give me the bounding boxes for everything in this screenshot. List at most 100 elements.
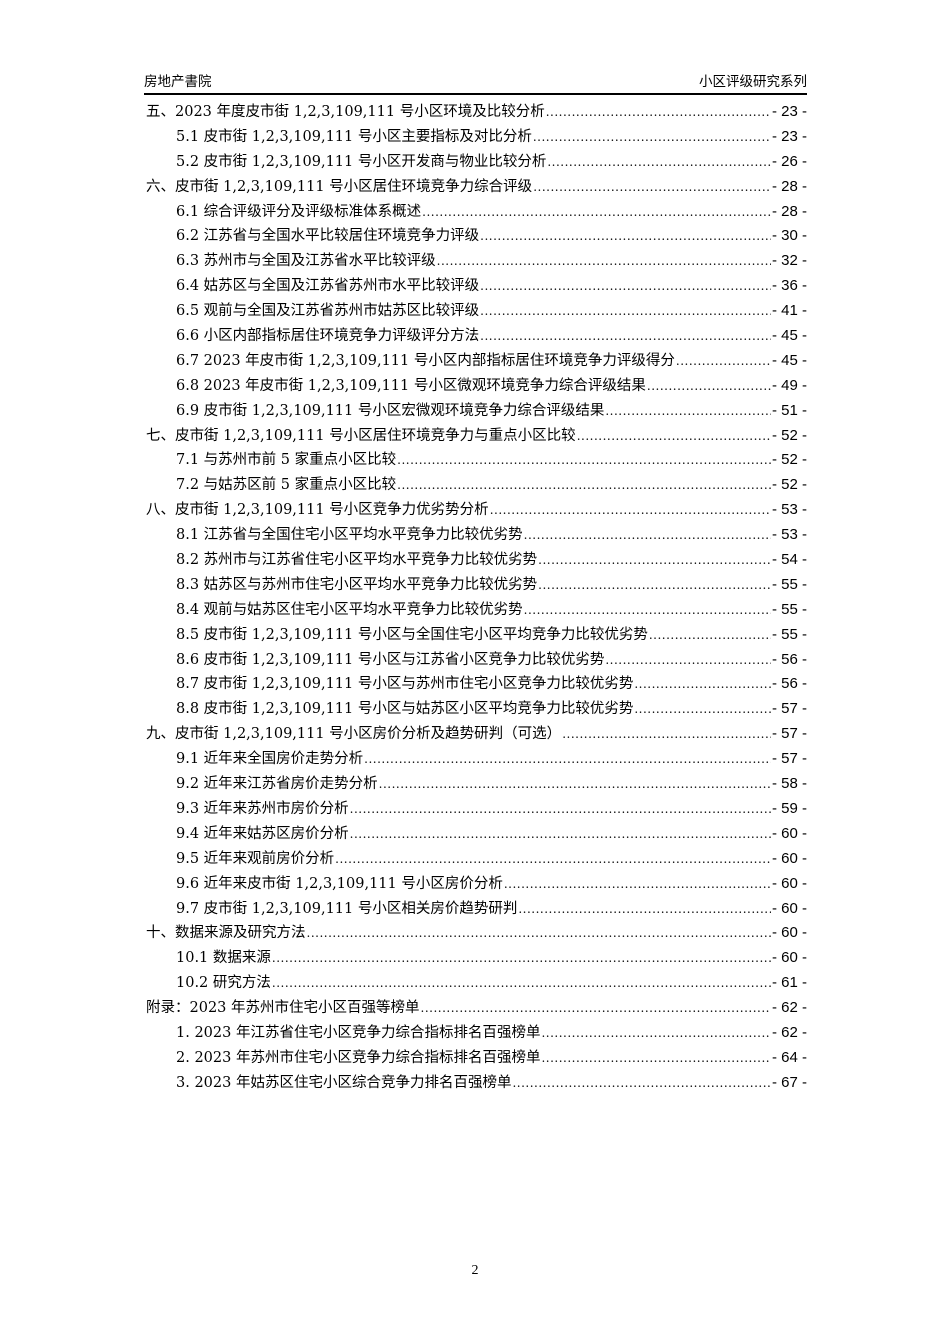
toc-entry-page: - 53 - [771, 501, 807, 519]
header-right: 小区评级研究系列 [699, 74, 807, 90]
toc-entry[interactable]: 8.2 苏州市与江苏省住宅小区平均水平竞争力比较优劣势 - 54 - [146, 548, 807, 573]
toc-entry[interactable]: 8.3 姑苏区与苏州市住宅小区平均水平竞争力比较优劣势 - 55 - [146, 573, 807, 598]
toc-entry[interactable]: 6.8 2023 年皮市街 1,2,3,109,111 号小区微观环境竞争力综合… [146, 374, 807, 399]
dot-leader [379, 777, 771, 791]
toc-entry-title: 6.3 苏州市与全国及江苏省水平比较评级 [176, 253, 436, 270]
toc-entry[interactable]: 1. 2023 年江苏省住宅小区竞争力综合指标排名百强榜单 - 62 - [146, 1021, 807, 1046]
toc-entry-page: - 36 - [771, 277, 807, 295]
dot-leader [437, 254, 771, 268]
dot-leader [605, 404, 771, 418]
toc-entry[interactable]: 7.2 与姑苏区前 5 家重点小区比较 - 52 - [146, 473, 807, 498]
toc-entry[interactable]: 8.4 观前与姑苏区住宅小区平均水平竞争力比较优劣势 - 55 - [146, 598, 807, 623]
toc-entry-title: 1. 2023 年江苏省住宅小区竞争力综合指标排名百强榜单 [176, 1024, 541, 1041]
toc-entry-page: - 58 - [771, 775, 807, 793]
toc-entry-title: 10.1 数据来源 [176, 950, 271, 967]
dot-leader [272, 951, 771, 965]
toc-entry-page: - 52 - [771, 476, 807, 494]
toc-entry[interactable]: 6.1 综合评级评分及评级标准体系概述 - 28 - [146, 200, 807, 225]
toc-entry[interactable]: 6.3 苏州市与全国及江苏省水平比较评级 - 32 - [146, 249, 807, 274]
toc-entry[interactable]: 7.1 与苏州市前 5 家重点小区比较 - 52 - [146, 448, 807, 473]
toc-entry[interactable]: 6.6 小区内部指标居住环境竞争力评级评分方法 - 45 - [146, 324, 807, 349]
dot-leader [364, 752, 771, 766]
toc-entry[interactable]: 3. 2023 年姑苏区住宅小区综合竞争力排名百强榜单 - 67 - [146, 1071, 807, 1096]
toc-entry[interactable]: 6.5 观前与全国及江苏省苏州市姑苏区比较评级 - 41 - [146, 299, 807, 324]
toc-entry-page: - 32 - [771, 252, 807, 270]
toc-entry[interactable]: 六、皮市街 1,2,3,109,111 号小区居住环境竞争力综合评级 - 28 - [146, 175, 807, 200]
toc-entry-title: 5.2 皮市街 1,2,3,109,111 号小区开发商与物业比较分析 [176, 153, 547, 170]
header-left: 房地产書院 [144, 74, 212, 90]
toc-entry[interactable]: 9.5 近年来观前房价分析 - 60 - [146, 847, 807, 872]
toc-entry-title: 8.2 苏州市与江苏省住宅小区平均水平竞争力比较优劣势 [176, 552, 538, 569]
toc-entry[interactable]: 七、皮市街 1,2,3,109,111 号小区居住环境竞争力与重点小区比较 - 5… [146, 424, 807, 449]
dot-leader [397, 478, 771, 492]
toc-entry-title: 8.3 姑苏区与苏州市住宅小区平均水平竞争力比较优劣势 [176, 576, 538, 593]
dot-leader [335, 852, 771, 866]
toc-entry-title: 十、数据来源及研究方法 [146, 925, 306, 942]
dot-leader [518, 902, 771, 916]
toc-entry-page: - 55 - [771, 575, 807, 593]
toc-entry[interactable]: 8.6 皮市街 1,2,3,109,111 号小区与江苏省小区竞争力比较优劣势 -… [146, 648, 807, 673]
dot-leader [480, 279, 771, 293]
toc-entry-page: - 51 - [771, 401, 807, 419]
toc-entry-page: - 60 - [771, 849, 807, 867]
toc-entry-title: 6.5 观前与全国及江苏省苏州市姑苏区比较评级 [176, 303, 480, 320]
toc-entry-page: - 56 - [771, 675, 807, 693]
toc-entry-title: 7.2 与姑苏区前 5 家重点小区比较 [176, 477, 397, 494]
toc-entry-page: - 60 - [771, 874, 807, 892]
toc-entry[interactable]: 8.8 皮市街 1,2,3,109,111 号小区与姑苏区小区平均竞争力比较优劣… [146, 697, 807, 722]
toc-entry-page: - 28 - [771, 202, 807, 220]
toc-entry[interactable]: 9.1 近年来全国房价走势分析 - 57 - [146, 747, 807, 772]
toc-entry[interactable]: 9.4 近年来姑苏区房价分析 - 60 - [146, 822, 807, 847]
toc-entry[interactable]: 6.4 姑苏区与全国及江苏省苏州市水平比较评级 - 36 - [146, 274, 807, 299]
toc-entry-title: 10.2 研究方法 [176, 975, 271, 992]
toc-entry-page: - 60 - [771, 924, 807, 942]
dot-leader [676, 354, 771, 368]
toc-entry-title: 五、2023 年度皮市街 1,2,3,109,111 号小区环境及比较分析 [146, 104, 545, 120]
dot-leader [605, 653, 771, 667]
toc-entry-page: - 45 - [771, 351, 807, 369]
toc-entry-title: 5.1 皮市街 1,2,3,109,111 号小区主要指标及对比分析 [176, 128, 532, 145]
toc-entry[interactable]: 附录：2023 年苏州市住宅小区百强等榜单 - 62 - [146, 996, 807, 1021]
toc-entry[interactable]: 五、2023 年度皮市街 1,2,3,109,111 号小区环境及比较分析 - 2… [146, 100, 807, 125]
toc-entry-page: - 60 - [771, 949, 807, 967]
dot-leader [512, 1076, 771, 1090]
toc-entry[interactable]: 5.2 皮市街 1,2,3,109,111 号小区开发商与物业比较分析 - 26 … [146, 150, 807, 175]
toc-entry[interactable]: 8.5 皮市街 1,2,3,109,111 号小区与全国住宅小区平均竞争力比较优… [146, 623, 807, 648]
toc-entry[interactable]: 9.2 近年来江苏省房价走势分析 - 58 - [146, 772, 807, 797]
toc-entry[interactable]: 九、皮市街 1,2,3,109,111 号小区房价分析及趋势研判（可选） - 57… [146, 722, 807, 747]
toc-entry[interactable]: 6.7 2023 年皮市街 1,2,3,109,111 号小区内部指标居住环境竞… [146, 349, 807, 374]
toc-entry[interactable]: 9.7 皮市街 1,2,3,109,111 号小区相关房价趋势研判 - 60 - [146, 897, 807, 922]
dot-leader [350, 802, 771, 816]
toc-entry[interactable]: 八、皮市街 1,2,3,109,111 号小区竞争力优劣势分析 - 53 - [146, 498, 807, 523]
toc-entry[interactable]: 2. 2023 年苏州市住宅小区竞争力综合指标排名百强榜单 - 64 - [146, 1046, 807, 1071]
toc-entry[interactable]: 十、数据来源及研究方法 - 60 - [146, 921, 807, 946]
toc-entry-page: - 23 - [771, 103, 807, 120]
toc-entry[interactable]: 10.2 研究方法 - 61 - [146, 971, 807, 996]
toc-entry-page: - 61 - [771, 974, 807, 992]
toc-entry-title: 6.8 2023 年皮市街 1,2,3,109,111 号小区微观环境竞争力综合… [176, 377, 646, 394]
toc-entry[interactable]: 8.7 皮市街 1,2,3,109,111 号小区与苏州市住宅小区竞争力比较优劣… [146, 672, 807, 697]
toc-entry-title: 八、皮市街 1,2,3,109,111 号小区竞争力优劣势分析 [146, 502, 489, 519]
toc-entry-page: - 62 - [771, 999, 807, 1017]
toc-entry-title: 9.6 近年来皮市街 1,2,3,109,111 号小区房价分析 [176, 875, 503, 892]
toc-entry[interactable]: 5.1 皮市街 1,2,3,109,111 号小区主要指标及对比分析 - 23 - [146, 125, 807, 150]
dot-leader [634, 677, 771, 691]
dot-leader [562, 727, 771, 741]
toc-entry-page: - 41 - [771, 302, 807, 320]
dot-leader [541, 1051, 771, 1065]
toc-entry[interactable]: 6.9 皮市街 1,2,3,109,111 号小区宏微观环境竞争力综合评级结果 -… [146, 399, 807, 424]
toc-entry[interactable]: 9.3 近年来苏州市房价分析 - 59 - [146, 797, 807, 822]
page-header: 房地产書院 小区评级研究系列 [144, 66, 807, 95]
dot-leader [647, 379, 771, 393]
toc-entry[interactable]: 9.6 近年来皮市街 1,2,3,109,111 号小区房价分析 - 60 - [146, 872, 807, 897]
toc-entry[interactable]: 6.2 江苏省与全国水平比较居住环境竞争力评级 - 30 - [146, 224, 807, 249]
toc-entry[interactable]: 8.1 江苏省与全国住宅小区平均水平竞争力比较优劣势 - 53 - [146, 523, 807, 548]
toc-entry-title: 六、皮市街 1,2,3,109,111 号小区居住环境竞争力综合评级 [146, 178, 533, 195]
toc-entry-page: - 55 - [771, 625, 807, 643]
toc-entry-page: - 67 - [771, 1073, 807, 1091]
toc-entry-page: - 28 - [771, 177, 807, 195]
toc-entry[interactable]: 10.1 数据来源 - 60 - [146, 946, 807, 971]
toc-entry-title: 3. 2023 年姑苏区住宅小区综合竞争力排名百强榜单 [176, 1074, 512, 1091]
toc-entry-page: - 64 - [771, 1048, 807, 1066]
dot-leader [480, 329, 771, 343]
